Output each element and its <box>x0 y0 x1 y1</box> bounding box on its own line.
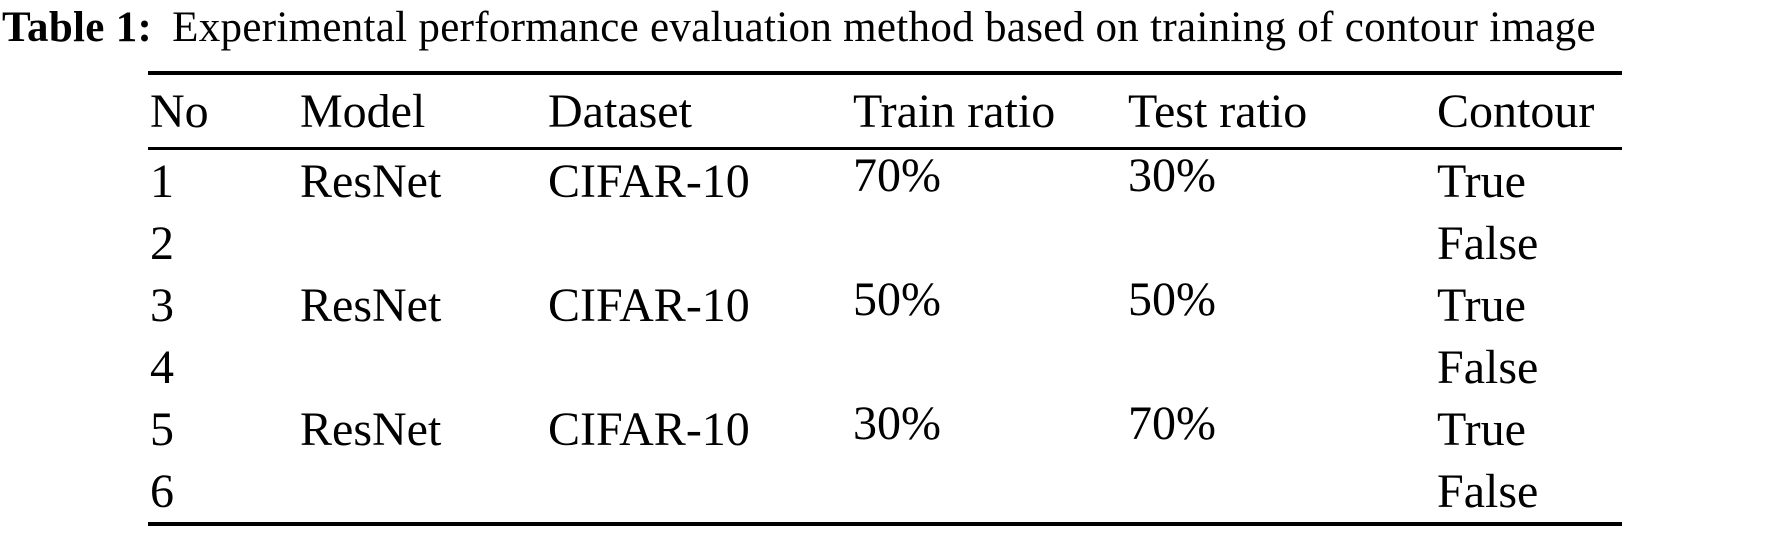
table-row: 6 False <box>148 460 1622 524</box>
table-cell-value: 30% <box>853 396 941 450</box>
table-cell-value: True <box>1437 278 1526 332</box>
column-header: Contour <box>1437 73 1622 150</box>
table-cell: True <box>1437 398 1622 460</box>
table-cell <box>548 336 853 398</box>
table-row: 5 ResNet CIFAR-10 30% 70% True <box>148 396 1622 460</box>
table-cell-value: ResNet <box>300 154 442 208</box>
table-cell: 1 <box>148 149 300 213</box>
column-header: Model <box>300 73 548 150</box>
table-cell-value: False <box>1437 464 1539 518</box>
table-cell <box>300 336 548 398</box>
table-cell <box>1128 460 1437 524</box>
table-cell: False <box>1437 212 1622 274</box>
table-cell: False <box>1437 336 1622 398</box>
column-header: No <box>148 73 300 150</box>
table-cell: 70% <box>1128 396 1437 460</box>
table-cell: 4 <box>148 336 300 398</box>
table-cell: False <box>1437 460 1622 524</box>
table-cell: CIFAR-10 <box>548 149 853 213</box>
table-cell-value: False <box>1437 340 1539 394</box>
column-header: Train ratio <box>853 73 1128 150</box>
table-cell: 30% <box>853 396 1128 460</box>
table-cell <box>300 212 548 274</box>
table-cell-value: 30% <box>1128 148 1216 202</box>
table-row: 3 ResNet CIFAR-10 50% 50% True <box>148 272 1622 336</box>
table-caption-label: Table 1: <box>2 4 153 51</box>
table-cell-value: 70% <box>1128 396 1216 450</box>
table-cell: ResNet <box>300 274 548 336</box>
table-body: 1 ResNet CIFAR-10 70% 30% True 2 False 3 ResNet CI… <box>148 149 1622 525</box>
table-caption-text: Experimental performance evaluation meth… <box>172 4 1596 51</box>
table-cell: 50% <box>853 272 1128 336</box>
table-cell <box>853 212 1128 274</box>
table-cell: 6 <box>148 460 300 524</box>
table-cell: 5 <box>148 398 300 460</box>
table-cell-value: 4 <box>150 340 174 394</box>
table-row: 1 ResNet CIFAR-10 70% 30% True <box>148 149 1622 213</box>
table-row: 4 False <box>148 336 1622 398</box>
table-cell: ResNet <box>300 149 548 213</box>
table-cell: CIFAR-10 <box>548 398 853 460</box>
table-cell-value: 50% <box>853 272 941 326</box>
table-cell-value: True <box>1437 402 1526 456</box>
table-cell-value: 1 <box>150 154 174 208</box>
table-cell-value: ResNet <box>300 278 442 332</box>
table-cell-value: 3 <box>150 278 174 332</box>
table-cell-value: CIFAR-10 <box>548 154 750 208</box>
experiment-setup-table: No Model Dataset Train ratio Test ratio Conto… <box>148 71 1622 526</box>
table-cell: 70% <box>853 149 1128 213</box>
table-cell <box>853 336 1128 398</box>
table-caption: Table 1: Experimental performance evaluat… <box>2 0 1775 55</box>
table-row: 2 False <box>148 212 1622 274</box>
table-cell <box>548 460 853 524</box>
table-cell <box>300 460 548 524</box>
table-cell-value: CIFAR-10 <box>548 402 750 456</box>
table-cell-value: 50% <box>1128 272 1216 326</box>
table-cell <box>1128 336 1437 398</box>
table-cell: 2 <box>148 212 300 274</box>
table-cell: 30% <box>1128 149 1437 213</box>
column-header: Test ratio <box>1128 73 1437 150</box>
table-cell-value: False <box>1437 216 1539 270</box>
table-cell: 50% <box>1128 272 1437 336</box>
table-cell <box>853 460 1128 524</box>
table-cell: ResNet <box>300 398 548 460</box>
table-cell-value: 6 <box>150 464 174 518</box>
column-header: Dataset <box>548 73 853 150</box>
table-cell: True <box>1437 149 1622 213</box>
table-cell-value: ResNet <box>300 402 442 456</box>
table-cell-value: True <box>1437 154 1526 208</box>
table-cell-value: 70% <box>853 148 941 202</box>
table-header-row: No Model Dataset Train ratio Test ratio Conto… <box>148 73 1622 150</box>
table-cell <box>548 212 853 274</box>
table-cell-value: 2 <box>150 216 174 270</box>
table-cell <box>1128 212 1437 274</box>
table-cell: True <box>1437 274 1622 336</box>
table-cell-value: 5 <box>150 402 174 456</box>
table-cell-value: CIFAR-10 <box>548 278 750 332</box>
table-cell: 3 <box>148 274 300 336</box>
table-cell: CIFAR-10 <box>548 274 853 336</box>
